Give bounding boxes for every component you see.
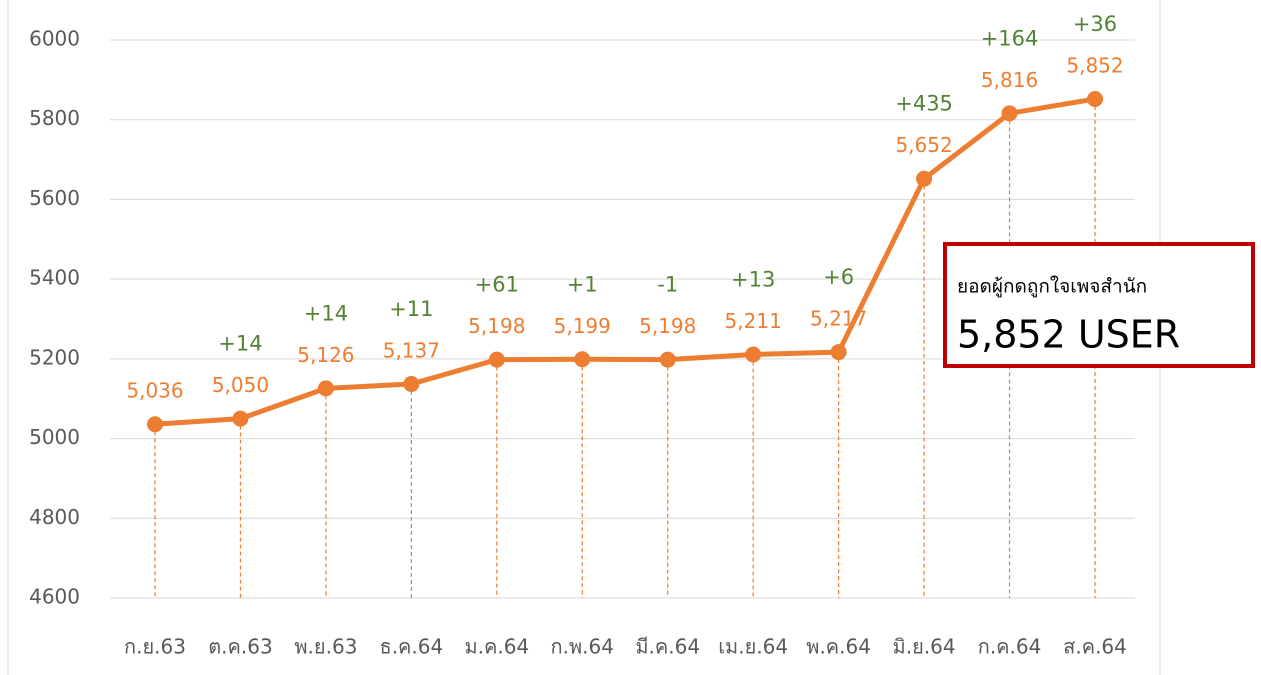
data-label: 5,816 bbox=[981, 68, 1038, 92]
data-label: 5,126 bbox=[297, 343, 354, 367]
change-label: +61 bbox=[475, 273, 519, 297]
y-tick-label: 5000 bbox=[29, 425, 80, 449]
change-label: +6 bbox=[823, 265, 854, 289]
x-tick-label: ก.ย.63 bbox=[124, 635, 186, 659]
change-label: +14 bbox=[218, 332, 262, 356]
data-label: 5,198 bbox=[468, 314, 525, 338]
x-tick-label: มี.ค.64 bbox=[635, 635, 700, 659]
change-label: +11 bbox=[389, 297, 433, 321]
change-label: +14 bbox=[304, 301, 348, 325]
point bbox=[488, 351, 505, 368]
data-label: 5,852 bbox=[1066, 53, 1123, 77]
y-tick-label: 5400 bbox=[29, 266, 80, 290]
annotation-text: 5,852 USER bbox=[957, 313, 1180, 357]
change-label: +13 bbox=[731, 267, 775, 291]
point bbox=[147, 416, 163, 433]
annotation-box bbox=[943, 242, 1255, 368]
x-tick-label: ก.ค.64 bbox=[978, 635, 1042, 659]
data-label: 5,036 bbox=[126, 379, 183, 403]
point bbox=[1087, 90, 1103, 107]
point bbox=[745, 346, 762, 363]
data-label: 5,217 bbox=[810, 307, 867, 331]
data-label: 5,050 bbox=[212, 373, 269, 397]
change-label: +36 bbox=[1073, 12, 1117, 36]
x-tick-label: มิ.ย.64 bbox=[893, 635, 956, 659]
point bbox=[403, 375, 420, 392]
point bbox=[574, 351, 591, 368]
y-tick-label: 5800 bbox=[29, 106, 80, 130]
point bbox=[659, 351, 676, 368]
x-tick-label: ต.ค.63 bbox=[208, 635, 273, 659]
x-tick-label: ธ.ค.64 bbox=[379, 635, 443, 659]
point bbox=[830, 344, 847, 361]
x-tick-label: พ.ค.64 bbox=[806, 635, 871, 659]
data-label: 5,137 bbox=[383, 338, 440, 362]
y-tick-label: 4600 bbox=[29, 585, 80, 609]
data-label: 5,199 bbox=[554, 314, 611, 338]
point bbox=[916, 170, 933, 187]
x-tick-label: ม.ค.64 bbox=[464, 635, 529, 659]
point bbox=[1001, 105, 1018, 122]
change-label: -1 bbox=[657, 273, 678, 297]
point bbox=[317, 380, 334, 397]
change-label: +1 bbox=[567, 272, 598, 296]
y-tick-label: 4800 bbox=[29, 505, 80, 529]
change-label: +164 bbox=[981, 26, 1039, 50]
x-tick-label: ก.พ.64 bbox=[551, 635, 614, 659]
x-tick-label: ส.ค.64 bbox=[1063, 635, 1127, 659]
data-label: 5,198 bbox=[639, 314, 696, 338]
change-label: +435 bbox=[895, 92, 953, 116]
y-tick-label: 5200 bbox=[29, 345, 80, 369]
y-tick-label: 6000 bbox=[29, 27, 80, 51]
point bbox=[232, 410, 249, 427]
line bbox=[154, 96, 1096, 427]
annotation-title: ยอดผู้กดถูกใจเพจสำนัก bbox=[957, 276, 1147, 298]
data-label: 5,211 bbox=[725, 309, 782, 333]
data-label: 5,652 bbox=[895, 133, 952, 157]
y-tick-label: 5600 bbox=[29, 186, 80, 210]
x-tick-label: เม.ย.64 bbox=[718, 635, 788, 659]
x-tick-label: พ.ย.63 bbox=[294, 635, 357, 659]
